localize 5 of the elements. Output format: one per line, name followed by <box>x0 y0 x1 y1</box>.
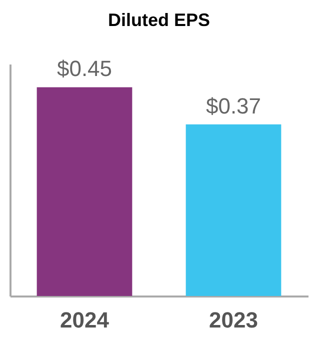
data-label: $0.37 <box>206 93 262 118</box>
x-tick-label: 2024 <box>60 308 110 332</box>
x-tick-label: 2023 <box>209 308 258 332</box>
data-label: $0.45 <box>56 56 112 82</box>
chart-title: Diluted EPS <box>108 10 210 30</box>
